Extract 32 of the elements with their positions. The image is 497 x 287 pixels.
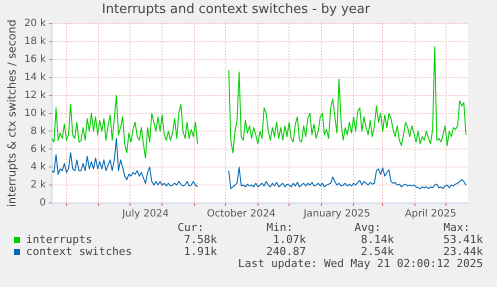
text: Min: [266,221,293,234]
legend-label: context switches [26,245,132,258]
y-tick-label: 16 k [24,54,46,66]
y-tick-label: 20 k [24,18,46,30]
y-tick-label: 6 k [30,144,46,155]
text: Cur: [178,221,204,234]
legend-label: interrupts [26,233,92,246]
text: 7.58k [184,233,217,246]
text: 240.87 [266,245,306,258]
text: 1.07k [272,233,306,246]
text: 53.41k [443,233,483,246]
text: Last update: Wed May 21 02:00:12 2025 [238,257,483,270]
x-tick-label: January 2025 [302,208,370,220]
y-tick-label: 12 k [24,90,46,101]
y-tick-label: 4 k [30,162,46,173]
y-tick-label: 18 k [24,36,46,48]
x-tick-label: October 2024 [206,208,276,220]
x-tick-label: April 2025 [404,208,456,220]
text: 23.44k [443,245,483,258]
y-tick-label: 14 k [24,72,46,84]
text: 2.54k [360,245,394,258]
x-tick-label: July 2024 [121,208,169,220]
y-tick-label: 2 k [30,180,46,191]
text: 8.14k [360,233,394,246]
y-axis-title: interrupts & ctx switches / second [5,20,18,208]
text: 1.91k [184,245,217,258]
y-tick-label: 10 k [24,108,46,119]
text: Max: [444,221,470,234]
text: Avg: [354,221,381,234]
y-tick-label: 8 k [30,126,46,137]
y-tick-label: 0 [40,198,46,209]
chart-title: Interrupts and context switches - by year [102,2,371,18]
